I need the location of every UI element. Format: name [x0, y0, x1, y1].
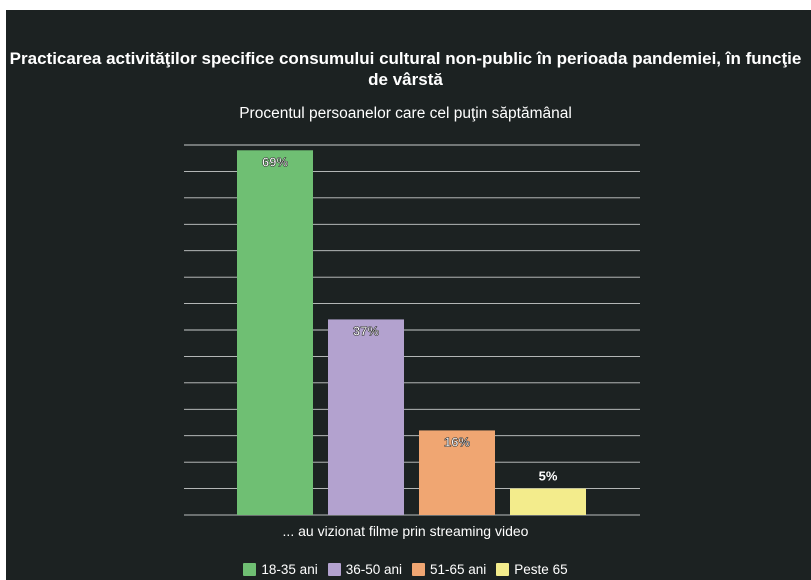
legend-swatch-36-50	[327, 562, 341, 576]
x-category-label: ... au vizionat filme prin streaming vid…	[282, 523, 529, 539]
data-label-36-50: 37%	[353, 323, 379, 338]
data-label-18-35: 69%	[262, 154, 288, 169]
legend-item-peste-65: Peste 65	[496, 561, 568, 577]
legend-swatch-18-35	[243, 562, 257, 576]
chart-panel	[6, 10, 811, 580]
bar-51-65	[419, 430, 495, 515]
legend-label-18-35: 18-35 ani	[261, 561, 318, 577]
legend-item-51-65: 51-65 ani	[412, 562, 486, 577]
chart-title: Practicarea activităţilor specifice cons…	[9, 49, 802, 89]
legend-swatch-peste-65	[496, 562, 510, 576]
legend-swatch-51-65	[412, 562, 425, 576]
bar-18-35	[237, 150, 313, 516]
legend-label-peste-65: Peste 65	[514, 561, 568, 577]
bar-peste-65	[510, 488, 586, 515]
legend-item-18-35: 18-35 ani	[243, 561, 318, 577]
data-label-51-65: 16%	[444, 434, 470, 449]
data-label-peste-65: 5%	[539, 469, 558, 484]
legend-label-36-50: 36-50 ani	[345, 561, 402, 577]
chart-legend: 18-35 ani 36-50 ani 51-65 ani Peste 65	[0, 560, 811, 578]
chart-subtitle: Procentul persoanelor care cel puţin săp…	[239, 105, 572, 122]
legend-item-36-50: 36-50 ani	[327, 561, 402, 577]
legend-label-51-65: 51-65 ani	[430, 561, 487, 577]
bar-36-50	[328, 319, 404, 515]
